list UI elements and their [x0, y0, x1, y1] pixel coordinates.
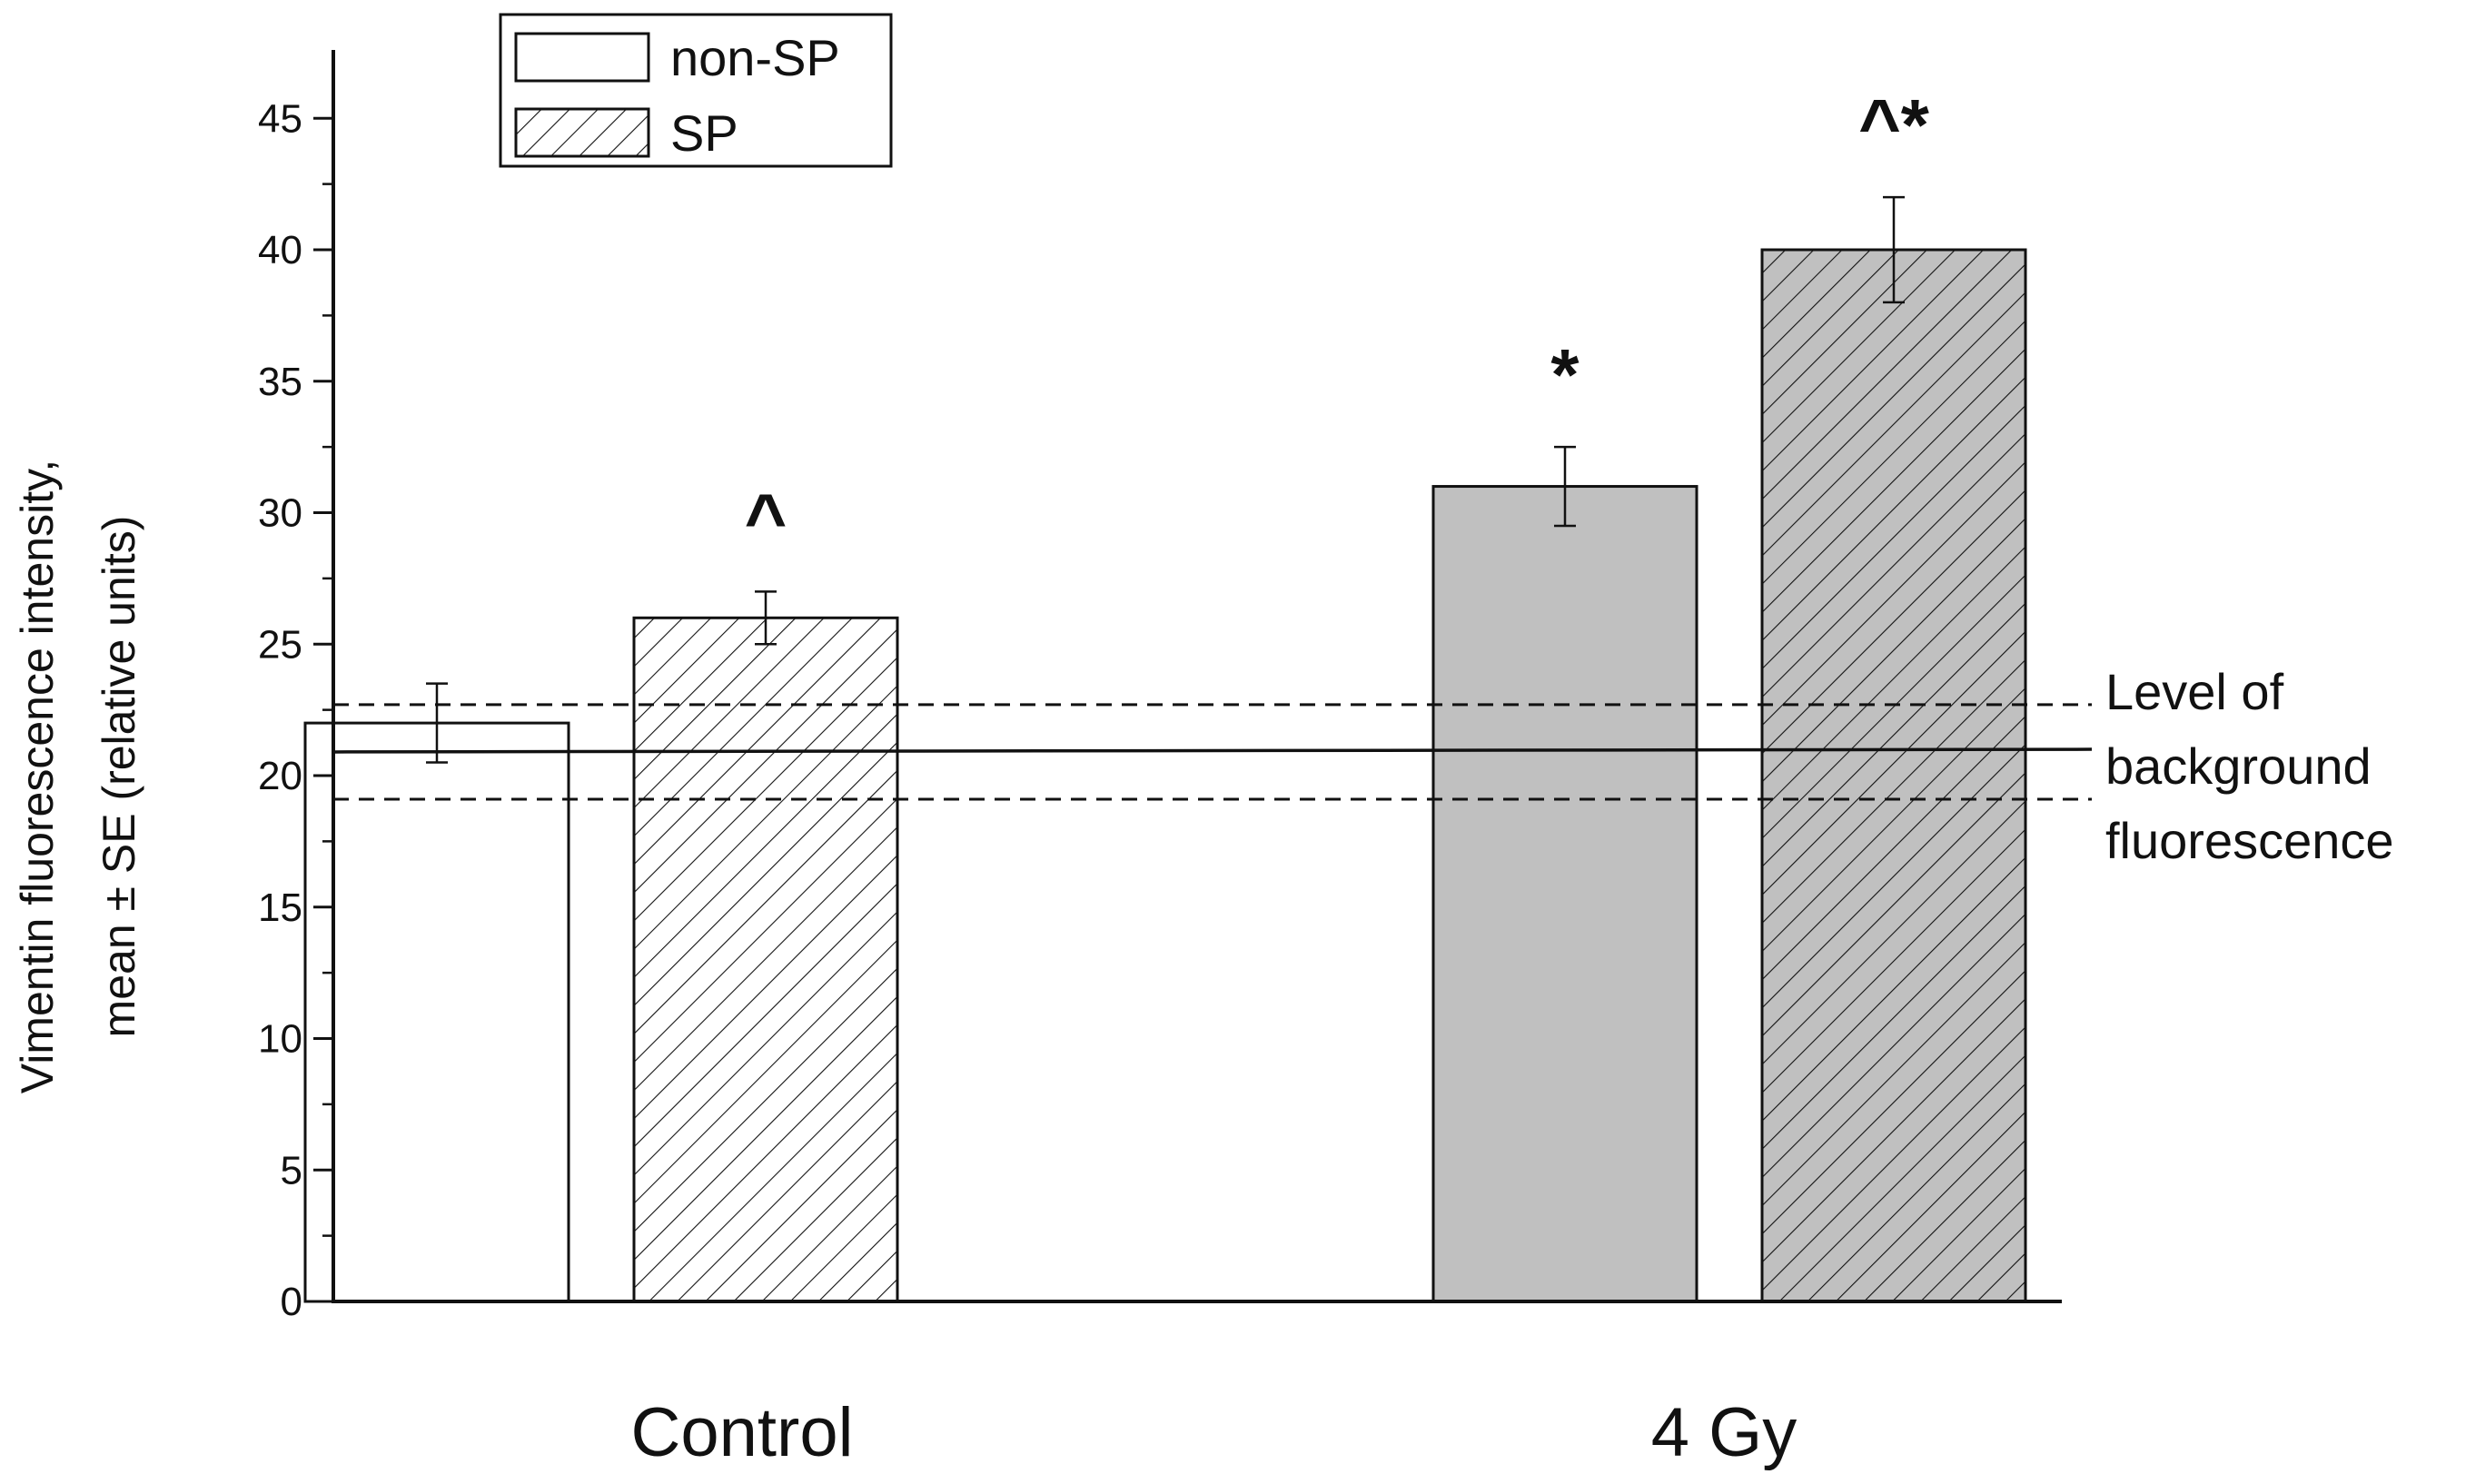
y-axis-label-line-1: Vimentin fluorescence intensity, [12, 460, 63, 1094]
bar-non-sp-4gy [1431, 485, 1698, 1303]
legend: non-SP SP [499, 13, 893, 168]
background-label-line-1: Level of [2105, 663, 2284, 720]
annotations-layer: * ^ ^* [745, 84, 1930, 559]
background-label-line-2: background [2105, 737, 2372, 795]
y-tick-label: 35 [258, 360, 302, 404]
y-tick-label: 15 [258, 885, 302, 930]
bar-sp-control [632, 616, 899, 1303]
bar-sp-4gy [1760, 248, 2027, 1303]
y-axis-label-line-2: mean ± SE (relative units) [94, 516, 144, 1038]
category-label-4gy: 4 Gy [1651, 1394, 1798, 1471]
background-mean-line [332, 747, 2093, 754]
y-tick-label: 30 [258, 491, 302, 536]
background-label-line-3: fluorescence [2105, 812, 2394, 869]
y-tick-label: 5 [281, 1148, 302, 1192]
significance-marker: ^ [745, 479, 787, 559]
legend-swatch-sp [514, 107, 650, 158]
significance-marker: ^* [1858, 84, 1930, 165]
y-tick-label: 40 [258, 228, 302, 272]
bars-layer [303, 248, 2027, 1303]
legend-swatch-non-sp [514, 32, 650, 83]
axes-layer: 0 5 10 15 20 25 30 35 40 45 [258, 50, 2062, 1324]
y-tick-label: 10 [258, 1017, 302, 1062]
significance-marker: * [1550, 334, 1580, 415]
y-tick-label: 0 [281, 1280, 302, 1324]
legend-label-non-sp: non-SP [670, 29, 840, 86]
bar-non-sp-control [303, 721, 570, 1303]
error-bars-layer [426, 195, 1905, 764]
legend-label-sp: SP [670, 104, 738, 162]
y-tick-label: 25 [258, 622, 302, 667]
background-lines-layer [332, 703, 2093, 801]
y-tick-label: 20 [258, 754, 302, 798]
y-tick-label: 45 [258, 96, 302, 141]
category-label-control: Control [631, 1394, 854, 1471]
